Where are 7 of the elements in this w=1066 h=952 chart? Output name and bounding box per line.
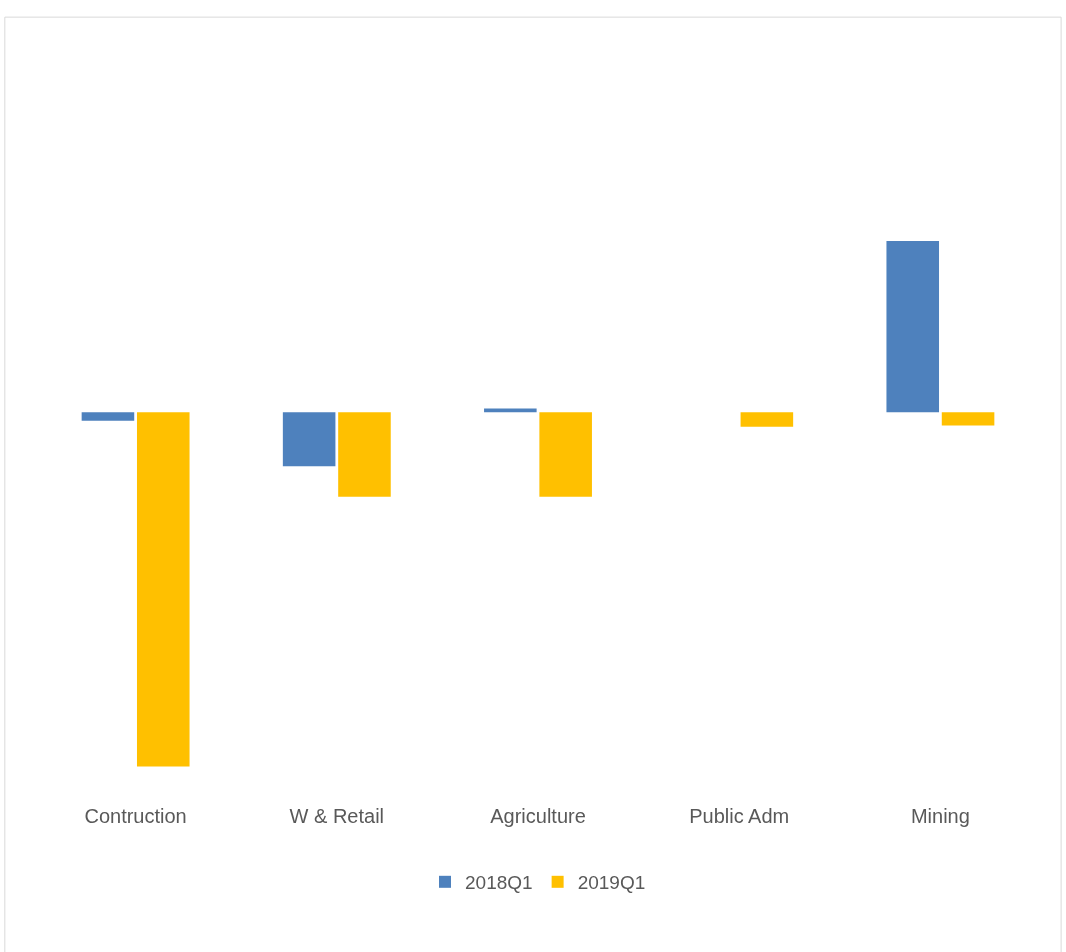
legend-label: 2019Q1 <box>577 872 646 894</box>
x-tick-label: Contruction <box>84 805 187 827</box>
x-tick-label: Public Adm <box>689 805 790 827</box>
legend-label: 2018Q1 <box>465 872 533 894</box>
x-tick-label: W & Retail <box>289 805 385 827</box>
x-tick-label: Mining <box>910 805 970 827</box>
x-tick-label: Agriculture <box>490 805 586 827</box>
